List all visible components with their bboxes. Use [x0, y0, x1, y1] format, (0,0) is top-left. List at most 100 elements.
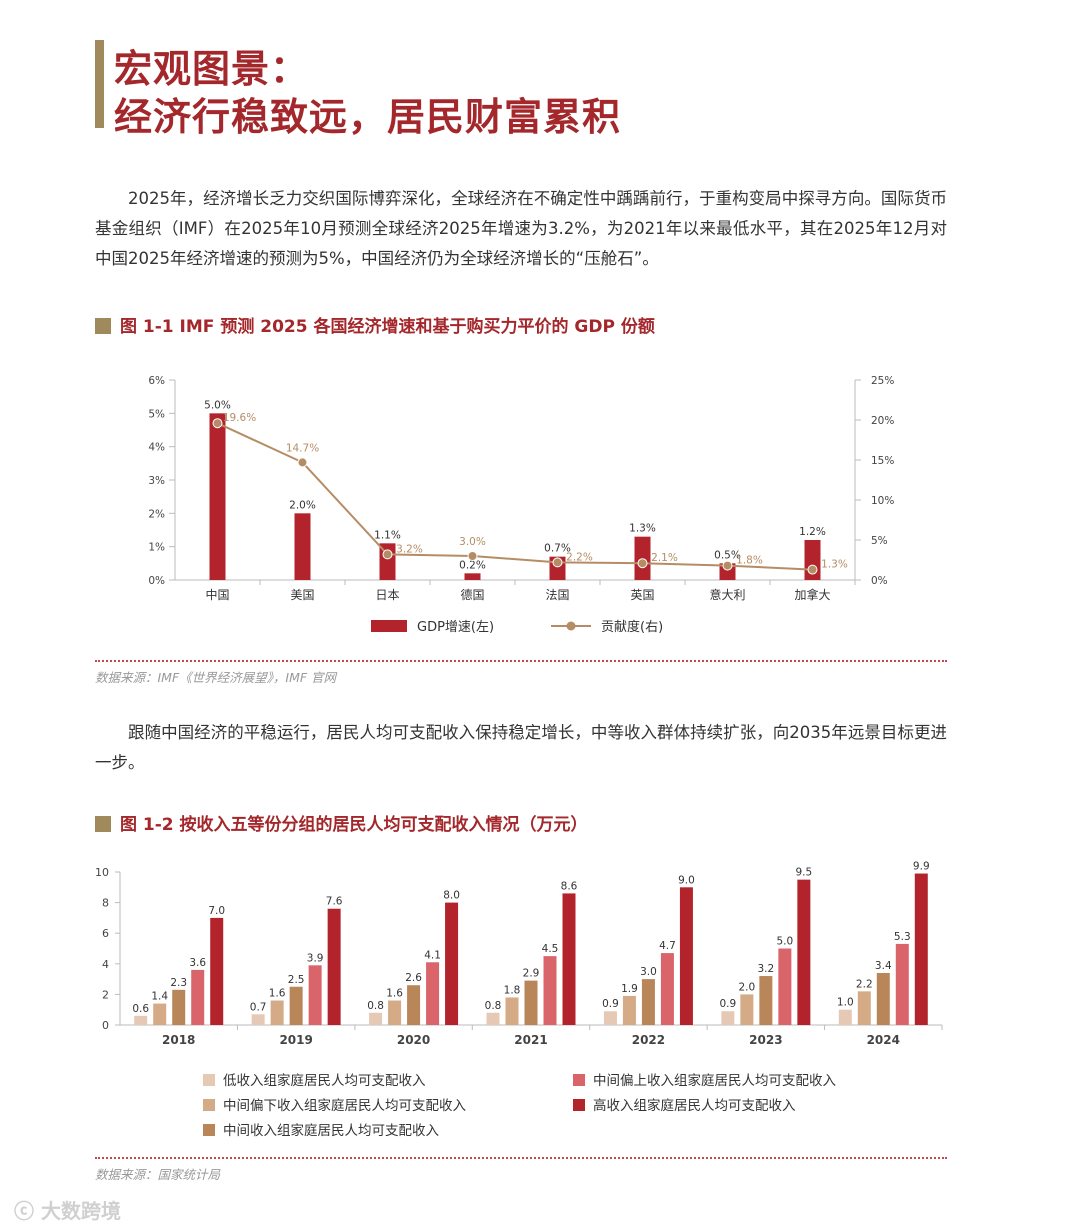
gdp-growth-label: 1.1% — [374, 529, 401, 541]
income-bar-label: 8.6 — [561, 880, 578, 892]
income-bar-label: 7.0 — [208, 905, 225, 917]
legend-label-gdp: GDP增速(左) — [417, 620, 494, 635]
x-tick-label: 意大利 — [709, 587, 745, 602]
income-bar-label: 3.2 — [758, 963, 775, 975]
income-bar — [369, 1012, 383, 1025]
income-bar — [445, 902, 459, 1025]
legend-swatch — [203, 1099, 215, 1111]
y-right-tick-label: 5% — [871, 535, 888, 547]
income-bar — [327, 908, 341, 1025]
x-tick-label: 2018 — [162, 1033, 195, 1047]
income-bar-label: 9.5 — [796, 867, 813, 879]
income-bar-label: 2.9 — [523, 968, 540, 980]
y-tick-label: 2 — [102, 988, 109, 1001]
x-tick-label: 2022 — [632, 1033, 665, 1047]
figure1-heading: 图 1-1 IMF 预测 2025 各国经济增速和基于购买力平价的 GDP 份额 — [95, 312, 655, 337]
gdp-growth-label: 0.2% — [459, 559, 486, 571]
income-bar — [388, 1000, 402, 1025]
contribution-point — [297, 457, 308, 468]
income-bar-label: 2.3 — [170, 977, 187, 989]
contribution-label: 19.6% — [223, 412, 256, 424]
contribution-label: 2.2% — [566, 551, 593, 563]
income-bar — [914, 873, 928, 1025]
income-bar-label: 3.9 — [307, 952, 324, 964]
income-bar-label: 0.7 — [250, 1001, 267, 1013]
contribution-label: 14.7% — [286, 442, 319, 454]
gdp-growth-bar — [294, 513, 311, 580]
intro-paragraph: 2025年，经济增长乏力交织国际博弈深化，全球经济在不确定性中踽踽前行，于重构变… — [95, 184, 947, 274]
income-bar-label: 7.6 — [326, 896, 343, 908]
y-left-tick-label: 0% — [148, 575, 165, 587]
contribution-label: 3.0% — [459, 536, 486, 548]
income-bar-label: 9.9 — [913, 861, 930, 873]
income-bar-label: 0.9 — [720, 998, 737, 1010]
income-paragraph: 跟随中国经济的平稳运行，居民人均可支配收入保持稳定增长，中等收入群体持续扩张，向… — [95, 718, 947, 778]
gdp-growth-label: 5.0% — [204, 399, 231, 411]
contribution-label: 3.2% — [396, 543, 423, 555]
contribution-label: 2.1% — [651, 552, 678, 564]
legend-item-upper-middle: 中间偏上收入组家庭居民人均可支配收入 — [573, 1069, 836, 1089]
income-bar — [543, 956, 557, 1025]
legend-swatch — [203, 1124, 215, 1136]
contribution-point — [212, 418, 223, 429]
figure1-heading-text: 图 1-1 IMF 预测 2025 各国经济增速和基于购买力平价的 GDP 份额 — [120, 317, 655, 337]
y-right-tick-label: 20% — [871, 415, 894, 427]
legend-item-middle: 中间收入组家庭居民人均可支配收入 — [203, 1119, 439, 1139]
income-bar — [210, 917, 224, 1025]
y-right-tick-label: 0% — [871, 575, 888, 587]
figure1-source: 数据来源：IMF《世界经济展望》，IMF 官网 — [95, 670, 337, 685]
figure1-divider — [95, 660, 947, 662]
legend-label: 中间偏上收入组家庭居民人均可支配收入 — [593, 1073, 836, 1089]
gdp-growth-label: 2.0% — [289, 499, 316, 511]
legend-label: 中间偏下收入组家庭居民人均可支配收入 — [223, 1098, 466, 1114]
legend-label-contribution: 贡献度(右) — [601, 619, 663, 635]
income-bar-label: 1.6 — [386, 988, 403, 1000]
legend-label: 低收入组家庭居民人均可支配收入 — [223, 1073, 426, 1089]
income-bar — [562, 893, 576, 1025]
income-bar — [660, 953, 674, 1025]
x-tick-label: 美国 — [290, 588, 314, 602]
income-bar — [778, 948, 792, 1025]
income-bar-label: 2.2 — [856, 978, 873, 990]
income-paragraph-text: 跟随中国经济的平稳运行，居民人均可支配收入保持稳定增长，中等收入群体持续扩张，向… — [95, 723, 947, 772]
legend-item-low: 低收入组家庭居民人均可支配收入 — [203, 1069, 426, 1089]
income-bar — [308, 965, 322, 1025]
contribution-point — [552, 557, 563, 568]
y-left-tick-label: 4% — [148, 442, 165, 454]
y-left-tick-label: 3% — [148, 475, 165, 487]
income-bar-label: 2.6 — [405, 972, 422, 984]
y-tick-label: 6 — [102, 927, 109, 940]
y-left-tick-label: 2% — [148, 508, 165, 520]
income-bar-label: 8.0 — [443, 890, 460, 902]
y-right-tick-label: 10% — [871, 495, 894, 507]
income-bar-label: 0.6 — [132, 1003, 149, 1015]
contribution-line — [217, 422, 813, 571]
income-bar — [603, 1011, 617, 1025]
income-bar — [641, 979, 655, 1025]
income-bar — [679, 887, 693, 1025]
income-bar — [407, 985, 421, 1025]
income-bar — [153, 1003, 167, 1025]
legend-swatch — [573, 1099, 585, 1111]
income-bar — [838, 1009, 852, 1025]
income-bar-label: 1.4 — [151, 991, 168, 1003]
legend-label: 高收入组家庭居民人均可支配收入 — [593, 1098, 796, 1114]
income-bar — [876, 972, 890, 1025]
heading-square-icon — [95, 318, 111, 334]
figure2-heading-text: 图 1-2 按收入五等份分组的居民人均可支配收入情况（万元） — [120, 815, 588, 835]
legend-swatch — [573, 1074, 585, 1086]
y-tick-label: 4 — [102, 958, 109, 971]
income-bar-label: 1.0 — [837, 997, 854, 1009]
income-bar — [857, 991, 871, 1025]
gdp-growth-bar — [209, 413, 226, 580]
heading-square-icon — [95, 816, 111, 832]
y-left-tick-label: 1% — [148, 542, 165, 554]
contribution-point — [807, 564, 818, 575]
watermark-text: 大数跨境 — [40, 1199, 121, 1223]
income-bar — [426, 962, 440, 1025]
income-bar-label: 4.7 — [659, 940, 676, 952]
x-tick-label: 日本 — [375, 588, 399, 602]
x-tick-label: 中国 — [205, 587, 229, 602]
legend-marker-contribution — [566, 621, 576, 631]
legend-swatch — [203, 1074, 215, 1086]
